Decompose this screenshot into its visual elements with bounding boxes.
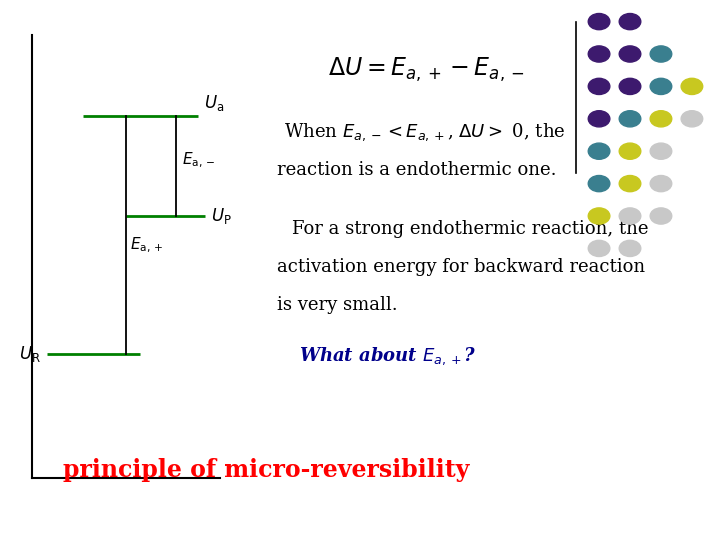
Circle shape <box>588 208 610 224</box>
Circle shape <box>681 111 703 127</box>
Text: $E_{\mathrm{a,-}}$: $E_{\mathrm{a,-}}$ <box>182 151 216 170</box>
Circle shape <box>619 78 641 94</box>
Circle shape <box>650 111 672 127</box>
Text: is very small.: is very small. <box>277 296 398 314</box>
Circle shape <box>619 46 641 62</box>
Text: principle of micro-reversibility: principle of micro-reversibility <box>63 458 469 482</box>
Text: For a strong endothermic reaction, the: For a strong endothermic reaction, the <box>292 220 648 239</box>
Text: $E_{\mathrm{a,+}}$: $E_{\mathrm{a,+}}$ <box>130 236 163 255</box>
Circle shape <box>650 78 672 94</box>
Circle shape <box>588 111 610 127</box>
Text: activation energy for backward reaction: activation energy for backward reaction <box>277 258 645 276</box>
Circle shape <box>619 14 641 30</box>
Text: $\Delta U = E_{a,+} - E_{a,-}$: $\Delta U = E_{a,+} - E_{a,-}$ <box>328 56 524 84</box>
Circle shape <box>619 208 641 224</box>
Circle shape <box>619 111 641 127</box>
Circle shape <box>650 143 672 159</box>
Circle shape <box>588 14 610 30</box>
Text: reaction is a endothermic one.: reaction is a endothermic one. <box>277 161 557 179</box>
Circle shape <box>619 176 641 192</box>
Circle shape <box>588 46 610 62</box>
Text: When $E_{a,-}$$<$$E_{a,+}$, $\Delta U>$ 0, the: When $E_{a,-}$$<$$E_{a,+}$, $\Delta U>$ … <box>284 122 566 143</box>
Circle shape <box>619 143 641 159</box>
Circle shape <box>588 176 610 192</box>
Circle shape <box>619 240 641 256</box>
Circle shape <box>588 143 610 159</box>
Text: $U_{\mathrm{R}}$: $U_{\mathrm{R}}$ <box>19 343 41 364</box>
Text: What about $E_{a,+}$?: What about $E_{a,+}$? <box>299 346 477 367</box>
Text: $U_{\mathrm{P}}$: $U_{\mathrm{P}}$ <box>211 206 232 226</box>
Circle shape <box>650 176 672 192</box>
Circle shape <box>588 78 610 94</box>
Circle shape <box>650 46 672 62</box>
Circle shape <box>588 240 610 256</box>
Text: $U_{\mathrm{a}}$: $U_{\mathrm{a}}$ <box>204 93 224 113</box>
Circle shape <box>681 78 703 94</box>
Circle shape <box>650 208 672 224</box>
